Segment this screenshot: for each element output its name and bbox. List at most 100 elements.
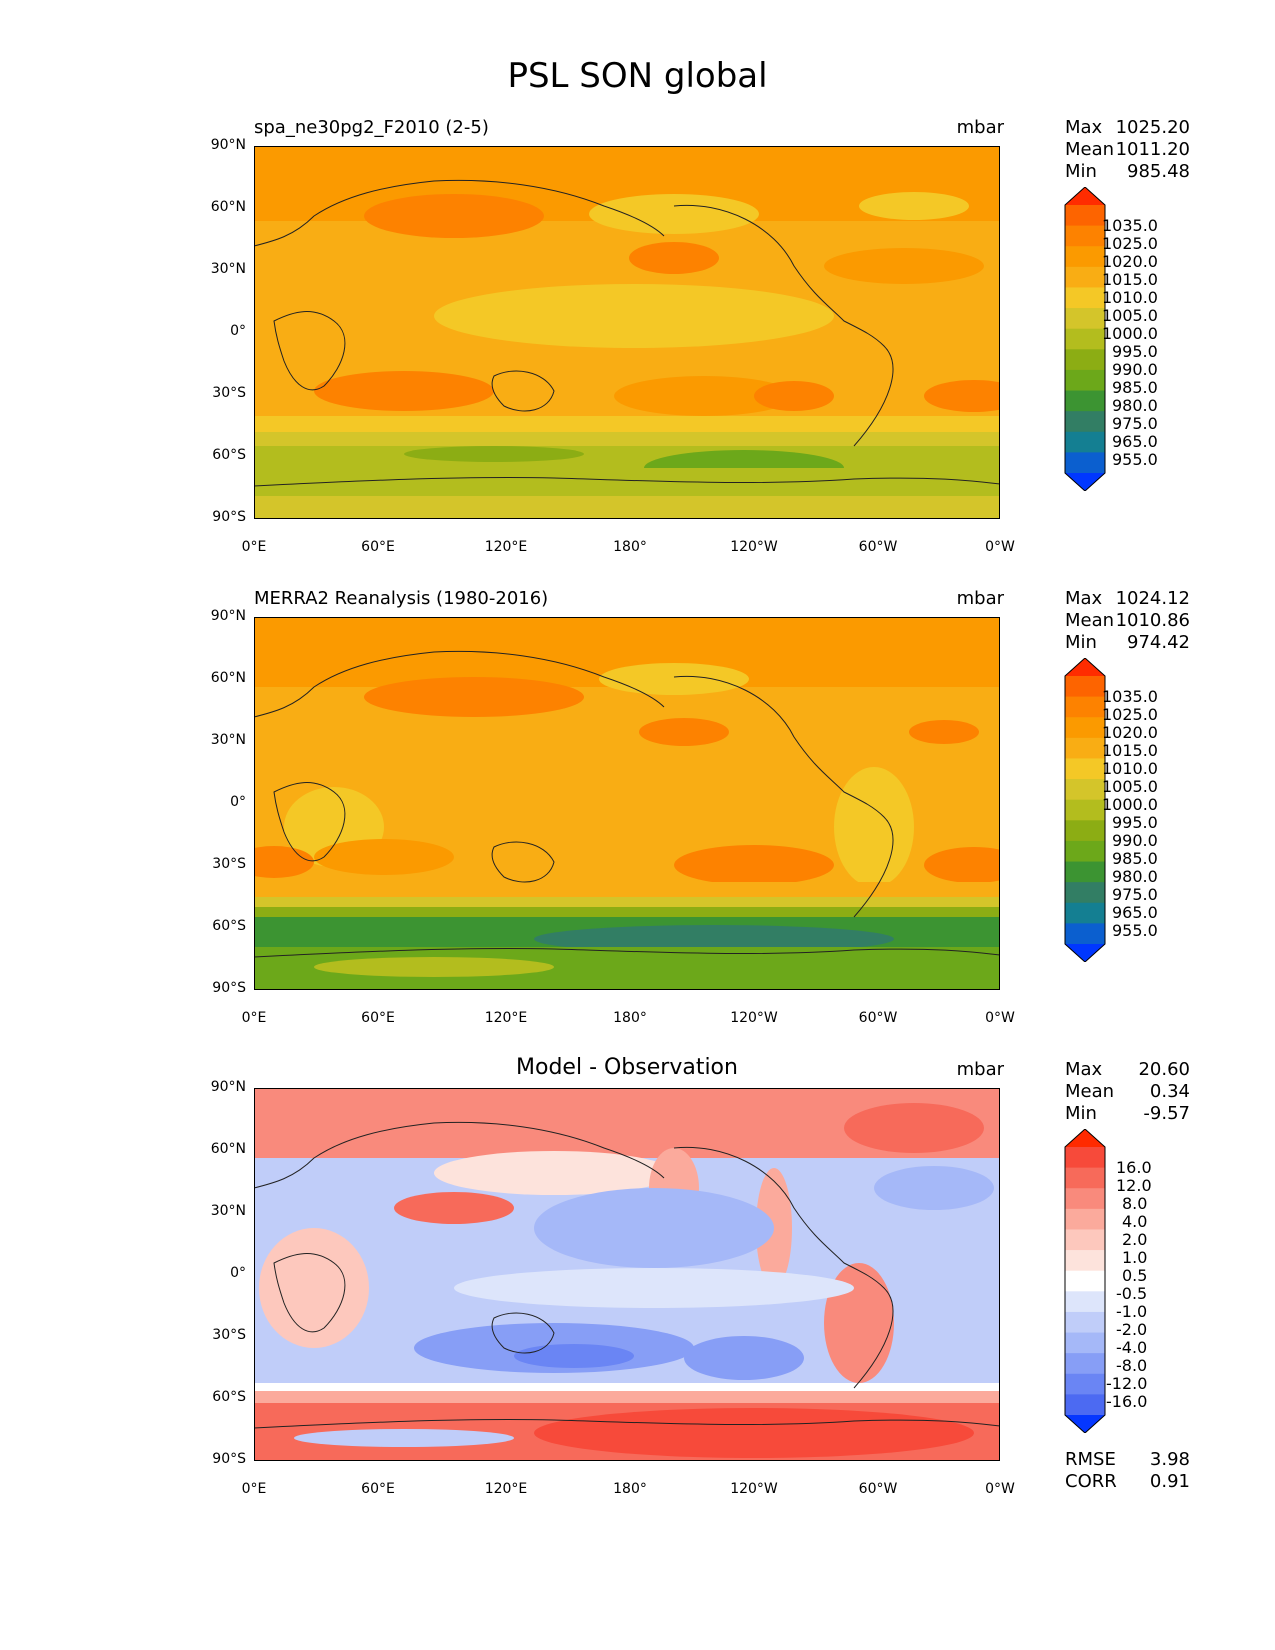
colorbar-label: -2.0	[1116, 1320, 1148, 1339]
stat-value-min: 974.42	[1127, 632, 1190, 653]
contour-low	[599, 663, 749, 695]
contour-band	[254, 1391, 1000, 1403]
lat-label: 90°S	[212, 980, 246, 996]
colorbar-swatch	[1065, 696, 1105, 718]
colorbar-swatch	[1065, 246, 1105, 268]
contour-high	[364, 194, 544, 238]
map-frame	[254, 146, 1000, 519]
colorbar-swatch	[1065, 1229, 1105, 1251]
colorbar-label: 1025.0	[1102, 234, 1158, 253]
lat-label: 60°S	[212, 918, 246, 934]
lon-label: 0°E	[241, 1010, 267, 1026]
colorbar-swatch	[1065, 902, 1105, 924]
colorbar-swatch	[1065, 1332, 1105, 1354]
contour-high	[639, 718, 729, 746]
lat-label: 90°N	[210, 137, 246, 153]
colorbar-swatch	[1065, 349, 1105, 371]
colorbar-label: 16.0	[1116, 1158, 1152, 1177]
colorbar-swatch	[1065, 1311, 1105, 1334]
colorbar-swatch	[1065, 205, 1105, 227]
colorbar-label: 965.0	[1112, 903, 1158, 922]
stat-value-max: 1025.20	[1115, 117, 1190, 138]
lat-label: 30°N	[210, 732, 246, 748]
lon-label: 180°	[613, 1481, 647, 1497]
stat-label-max: Max	[1065, 588, 1103, 609]
stat-value-mean: 0.34	[1149, 1081, 1190, 1102]
stat-label-min: Min	[1065, 1103, 1097, 1124]
contour-low	[294, 1429, 514, 1447]
colorbar-swatch	[1065, 328, 1105, 350]
lon-label: 120°E	[484, 1010, 528, 1026]
lon-label: 120°E	[484, 1481, 528, 1497]
colorbar-label: 1005.0	[1102, 777, 1158, 796]
stat-label-mean: Mean	[1065, 1081, 1115, 1102]
lat-label: 60°N	[210, 670, 246, 686]
colorbar-label: -12.0	[1106, 1374, 1148, 1393]
lon-label: 0°W	[985, 1481, 1015, 1497]
colorbar-swatch	[1065, 1147, 1105, 1169]
contour-high	[824, 248, 984, 284]
corr-label: CORR	[1065, 1471, 1117, 1492]
colorbar-label: 985.0	[1112, 849, 1158, 868]
contour-band	[254, 1383, 1000, 1391]
colorbar-label: 0.5	[1122, 1266, 1148, 1285]
colorbar	[1064, 658, 1106, 962]
contour-band	[254, 416, 1000, 432]
coastlines	[254, 650, 1000, 958]
colorbar-label: 1015.0	[1102, 270, 1158, 289]
panel-difference: Model - Observation mbar 90°N 60°N	[0, 1055, 1275, 1529]
colorbar-outline	[1064, 187, 1106, 491]
colorbar-label: 985.0	[1112, 378, 1158, 397]
colorbar-swatch	[1065, 1373, 1105, 1395]
stat-label-max: Max	[1065, 1059, 1103, 1080]
colorbar-swatch	[1065, 287, 1105, 309]
colorbar-label: 990.0	[1112, 831, 1158, 850]
colorbar-label: 955.0	[1112, 921, 1158, 940]
lat-label: 30°N	[210, 261, 246, 277]
colorbar-label: 1010.0	[1102, 288, 1158, 307]
colorbar-swatch	[1065, 1270, 1105, 1292]
colorbar-swatch	[1065, 369, 1105, 392]
stat-label-mean: Mean	[1065, 139, 1115, 160]
colorbar-label: 965.0	[1112, 432, 1158, 451]
lat-label: 30°S	[212, 385, 246, 401]
colorbar-label: 975.0	[1112, 885, 1158, 904]
colorbar-extend-max	[1065, 658, 1105, 676]
contour-band	[254, 907, 1000, 917]
contour-high	[674, 845, 834, 885]
stat-value-max: 1024.12	[1115, 588, 1190, 609]
colorbar-label: 1010.0	[1102, 759, 1158, 778]
colorbar-outline	[1064, 1129, 1106, 1433]
colorbar-label: 980.0	[1112, 396, 1158, 415]
figure-title: PSL SON global	[507, 56, 768, 96]
contour-low	[514, 1344, 634, 1368]
stat-label-max: Max	[1065, 117, 1103, 138]
contour-neutral	[454, 1268, 854, 1308]
contour-band	[254, 468, 1000, 496]
colorbar-swatch	[1065, 1208, 1105, 1230]
map-frame	[254, 1088, 1000, 1461]
colorbar-label: 995.0	[1112, 813, 1158, 832]
rmse-value: 3.98	[1149, 1449, 1190, 1470]
lat-label: 0°	[230, 323, 246, 339]
lon-label: 60°W	[858, 1010, 898, 1026]
contour-high	[754, 381, 834, 411]
colorbar-label: -4.0	[1116, 1338, 1148, 1357]
contour-high	[629, 242, 719, 274]
stat-label-min: Min	[1065, 632, 1097, 653]
units-label: mbar	[956, 117, 1004, 138]
units-label: mbar	[956, 588, 1004, 609]
lat-label: 30°S	[212, 1327, 246, 1343]
lat-label: 90°S	[212, 1451, 246, 1467]
contour-high	[924, 380, 1000, 412]
colorbar-extend-min	[1065, 473, 1105, 491]
contour-high	[254, 846, 314, 878]
lat-label: 30°N	[210, 1203, 246, 1219]
colorbar-swatch	[1065, 1167, 1105, 1189]
colorbar-label: 975.0	[1112, 414, 1158, 433]
panel-subtitle: spa_ne30pg2_F2010 (2-5)	[254, 117, 489, 138]
contour-low	[434, 284, 834, 348]
colorbar-swatch	[1065, 452, 1105, 474]
contour-high	[394, 1192, 514, 1224]
colorbar-swatch	[1065, 737, 1105, 759]
